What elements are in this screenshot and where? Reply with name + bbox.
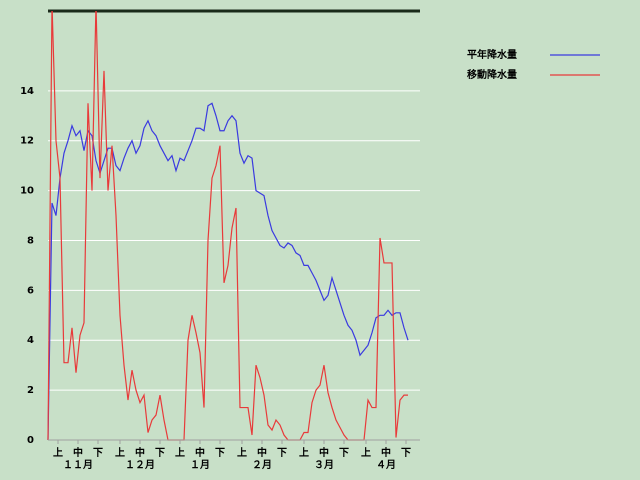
month-label: １月 (190, 459, 210, 471)
x-tick-label: 上 (361, 446, 371, 459)
y-tick-label: 12 (20, 136, 34, 147)
x-tick-label: 下 (155, 447, 165, 459)
y-tick-label: 6 (27, 285, 34, 296)
month-label: １２月 (125, 459, 155, 471)
legend-label: 移動降水量 (467, 68, 517, 81)
month-label: ４月 (376, 459, 396, 471)
x-tick-label: 中 (257, 446, 267, 459)
month-label: １１月 (63, 459, 93, 471)
y-tick-label: 8 (27, 235, 34, 246)
x-tick-label: 上 (115, 446, 125, 459)
series-line (47, 102, 409, 441)
y-tick-label: 14 (20, 86, 34, 97)
legend-label: 平年降水量 (467, 48, 517, 61)
x-tick-label: 下 (339, 447, 349, 459)
lines (47, 11, 409, 441)
y-tick-label: 2 (27, 385, 34, 396)
y-tick-label: 0 (27, 435, 34, 446)
x-tick-label: 下 (401, 447, 411, 459)
x-tick-label: 下 (277, 447, 287, 459)
x-tick-label: 下 (93, 447, 103, 459)
month-label: ３月 (314, 459, 334, 471)
x-tick-label: 上 (299, 446, 309, 459)
month-label: ２月 (252, 459, 272, 471)
x-tick-label: 中 (195, 446, 205, 459)
x-tick-label: 中 (135, 446, 145, 459)
x-tick-label: 上 (175, 446, 185, 459)
y-tick-label: 10 (20, 186, 34, 197)
x-tick-label: 上 (237, 446, 247, 459)
y-tick-label: 4 (27, 335, 34, 346)
series-line (47, 11, 408, 441)
x-tick-label: 上 (53, 446, 63, 459)
x-tick-label: 下 (215, 447, 225, 459)
x-tick-label: 中 (381, 446, 391, 459)
x-tick-label: 中 (319, 446, 329, 459)
x-tick-label: 中 (73, 446, 83, 459)
